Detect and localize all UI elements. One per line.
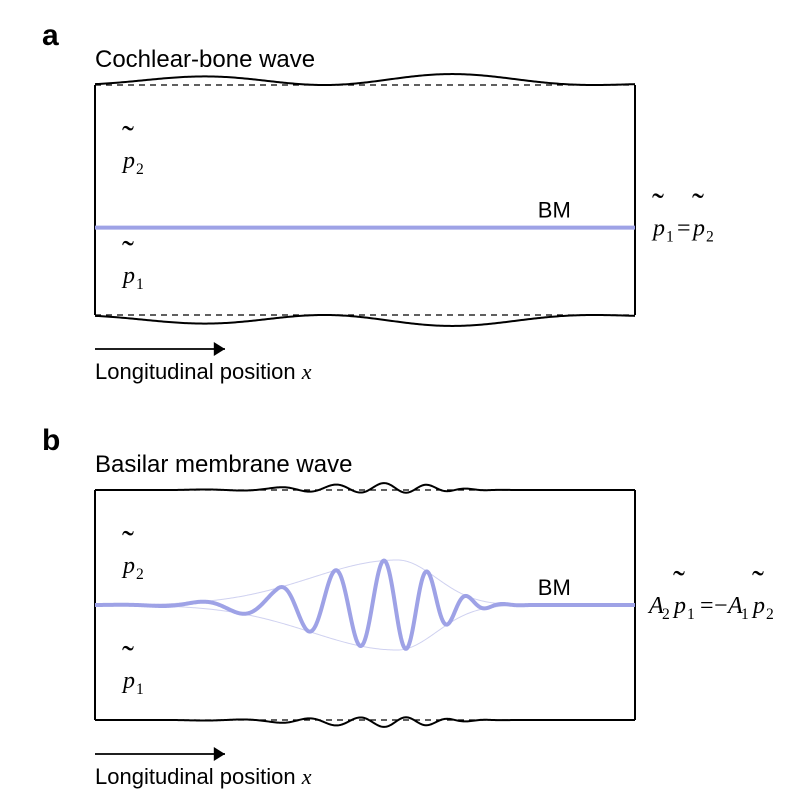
svg-text:=: = [677, 216, 691, 242]
svg-text:2: 2 [136, 566, 144, 583]
svg-text:1: 1 [136, 276, 144, 293]
pressure-label-a-p2: p˜2 [121, 118, 144, 178]
svg-text:˜: ˜ [122, 523, 134, 563]
axis-label-b: Longitudinal position x [95, 764, 312, 789]
svg-text:1: 1 [687, 606, 695, 623]
panel-letter-a: a [42, 19, 59, 52]
svg-text:˜: ˜ [692, 186, 704, 226]
svg-text:1: 1 [136, 681, 144, 698]
svg-text:2: 2 [766, 606, 774, 623]
bm-wave [95, 561, 635, 649]
wall-top-b [95, 483, 635, 493]
svg-text:1: 1 [741, 606, 749, 623]
svg-text:2: 2 [706, 229, 714, 246]
panel-title-b: Basilar membrane wave [95, 451, 352, 478]
panel-title-a: Cochlear-bone wave [95, 46, 315, 73]
cochlea-top-wave [95, 74, 635, 85]
wall-bottom-b [95, 717, 635, 727]
svg-text:˜: ˜ [652, 186, 664, 226]
svg-text:˜: ˜ [752, 563, 764, 603]
pressure-label-b-p1: p˜1 [121, 638, 144, 698]
x-axis-arrowhead [214, 747, 225, 761]
svg-text:˜: ˜ [122, 638, 134, 678]
equation-a: p˜1=p˜2 [651, 186, 714, 246]
x-axis-arrowhead [214, 342, 225, 356]
svg-text:−: − [714, 593, 728, 619]
equation-b: A2p˜1=−A1p˜2 [647, 563, 774, 623]
bm-label-b: BM [538, 575, 571, 600]
panel-letter-b: b [42, 424, 60, 457]
cochlea-bottom-wave [95, 315, 635, 326]
svg-text:2: 2 [136, 161, 144, 178]
svg-text:1: 1 [666, 229, 674, 246]
svg-text:=: = [700, 593, 714, 619]
bm-label-a: BM [538, 198, 571, 223]
svg-text:˜: ˜ [122, 118, 134, 158]
svg-text:˜: ˜ [122, 233, 134, 273]
svg-text:˜: ˜ [673, 563, 685, 603]
figure-svg: aCochlear-bone wavep˜1=p˜2BMp˜2p˜1Longit… [0, 0, 788, 807]
pressure-label-b-p2: p˜2 [121, 523, 144, 583]
axis-label-a: Longitudinal position x [95, 359, 312, 384]
pressure-label-a-p1: p˜1 [121, 233, 144, 293]
svg-text:2: 2 [662, 606, 670, 623]
